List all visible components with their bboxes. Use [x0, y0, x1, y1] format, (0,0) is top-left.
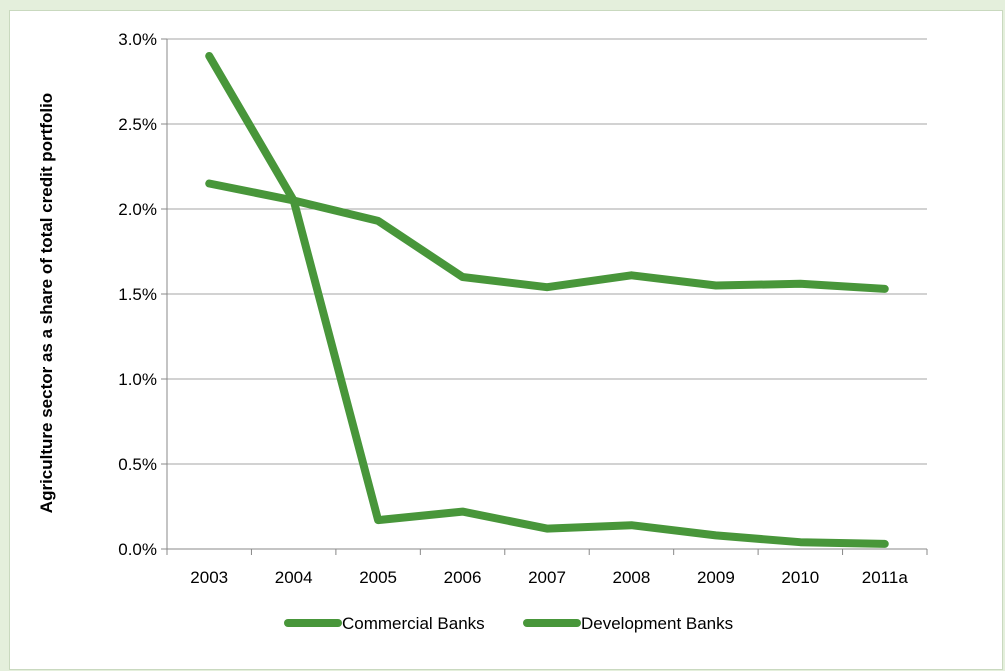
axes	[161, 38, 928, 555]
series-line-commercial-banks	[205, 179, 889, 293]
y-tick-label: 0.5%	[118, 455, 157, 474]
legend: Commercial Banks Development Banks	[284, 614, 733, 633]
legend-label-commercial-banks: Commercial Banks	[342, 614, 485, 633]
x-tick-label: 2006	[444, 568, 482, 587]
y-tick-label: 1.0%	[118, 370, 157, 389]
x-tick-label: 2011a	[862, 568, 909, 587]
x-tick-label: 2008	[613, 568, 651, 587]
x-tick-label: 2010	[781, 568, 819, 587]
x-tick-label: 2005	[359, 568, 397, 587]
chart-frame: 0.0% 0.5% 1.0% 1.5% 2.0% 2.5% 3.0% 2003 2004 200…	[9, 10, 1003, 670]
x-tick-label: 2009	[697, 568, 735, 587]
y-tick-label: 2.0%	[118, 200, 157, 219]
x-tick-label: 2003	[190, 568, 228, 587]
line-chart: 0.0%0.5%1.0%1.5%2.0%2.5%3.0% 2003 2004 200…	[37, 30, 928, 633]
x-tick-label: 2007	[528, 568, 566, 587]
x-tick-labels: 2003 2004 2005 2006 2007 2008 2009 2010 2011a	[190, 568, 908, 587]
series-lines	[205, 52, 889, 548]
legend-label-development-banks: Development Banks	[581, 614, 733, 633]
y-axis-title: Agriculture sector as a share of total c…	[37, 93, 56, 513]
gridlines	[167, 38, 927, 465]
y-tick-label: 1.5%	[118, 285, 157, 304]
y-tick-labels: 0.0% 0.5% 1.0% 1.5% 2.0% 2.5% 3.0%	[118, 30, 157, 559]
y-tick-label: 3.0%	[118, 30, 157, 49]
series-line-development-banks	[205, 52, 889, 548]
x-tick-label: 2004	[275, 568, 313, 587]
y-tick-label: 2.5%	[118, 115, 157, 134]
y-tick-label: 0.0%	[118, 540, 157, 559]
